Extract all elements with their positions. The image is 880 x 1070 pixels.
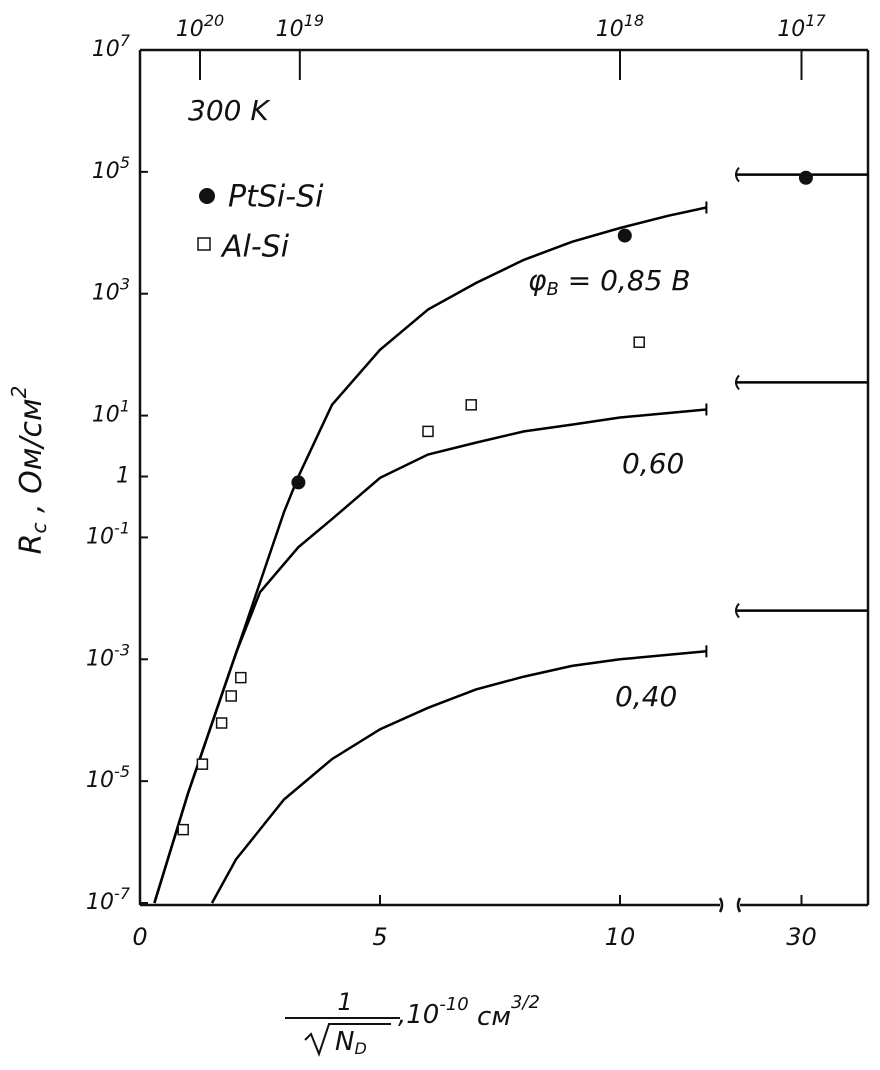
top-tick-label: 1019 [276,11,324,43]
point [225,690,237,702]
text-part: D [354,1039,366,1058]
x-label-denominator: ND [335,1027,367,1058]
text-part: 10 [92,403,120,428]
text-part: 10 [777,17,805,42]
point [215,717,228,729]
curve [210,650,707,904]
break-mark [735,602,740,619]
axis-break [718,897,742,913]
point [465,399,477,411]
y-tick-label: 105 [92,152,130,184]
text-part: B [546,279,558,300]
text-part: 7 [120,31,131,50]
y-tick-label: 10-1 [86,518,130,550]
legend-label: PtSi-Si [228,180,324,215]
y-tick-label: 10-7 [86,884,131,916]
legend-marker [197,237,211,251]
text-part: 18 [624,11,644,30]
y-tick-label: 103 [92,274,130,306]
annotation: φB = 0,85 В [528,264,691,300]
text-part: 10 [86,646,114,671]
point [177,823,189,836]
text-part: c [27,522,51,533]
text-part: 1 [120,396,130,415]
x-tick-label: 30 [786,923,817,951]
text-part: R [14,533,49,554]
point [235,671,247,684]
point [633,336,645,348]
text-part: 5 [120,152,130,171]
text-part: 19 [304,11,324,30]
text-part: 3/2 [511,992,540,1013]
point [196,758,209,770]
text-part: см [469,1002,511,1032]
text-part: N [335,1027,354,1057]
text-part: 10 [86,768,114,793]
curve [153,408,707,904]
x-label-numerator: 1 [337,988,352,1016]
break-mark [735,374,740,391]
sqrt-sign [304,1023,391,1057]
text-part: -1 [114,518,130,537]
y-tick-label: 1 [116,464,130,489]
text-part: -3 [114,640,130,659]
x-tick-label: 0 [132,923,147,951]
y-tick-label: 10-3 [86,640,130,672]
point [422,425,434,438]
annotation: 0,40 [615,680,677,713]
text-part: -10 [439,994,468,1015]
text-part: = 0,85 В [559,264,691,297]
y-tick-label: 101 [92,396,130,428]
point [798,170,813,185]
legend-marker [199,188,215,204]
text-part: 17 [805,11,826,30]
break-mark [735,166,740,183]
top-tick-label: 1017 [777,11,826,43]
text-part: 10 [176,17,204,42]
annotation: 0,60 [622,447,684,480]
x-tick-label: 5 [372,923,387,951]
text-part: 3 [120,274,130,293]
text-part: -5 [114,762,130,781]
annotation: 300 K [188,94,271,127]
text-part: -7 [114,884,131,903]
text-part: 2 [7,386,31,399]
text-part: , Ом/см [14,398,49,522]
text-part: 10 [86,890,114,915]
text-part: φ [528,264,547,297]
text-part: 20 [204,11,224,30]
point [291,475,306,490]
point [617,228,632,243]
text-part: ,10 [398,1000,439,1030]
top-tick-label: 1020 [176,11,224,43]
y-tick-label: 107 [92,31,131,63]
text-part: 10 [92,159,120,184]
text-part: 1 [116,464,130,489]
x-tick-label: 10 [605,923,636,951]
y-tick-label: 10-5 [86,762,130,794]
text-part: 10 [92,37,120,62]
legend-label: Al-Si [220,230,290,265]
top-tick-label: 1018 [596,11,644,43]
text-part: 10 [276,17,304,42]
x-axis-label: ,10-10 см3/2 [398,992,540,1032]
text-part: 10 [86,524,114,549]
text-part: 10 [92,281,120,306]
y-axis-label: Rc , Ом/см2 [7,386,51,555]
curve [153,206,707,904]
text-part: 10 [596,17,624,42]
